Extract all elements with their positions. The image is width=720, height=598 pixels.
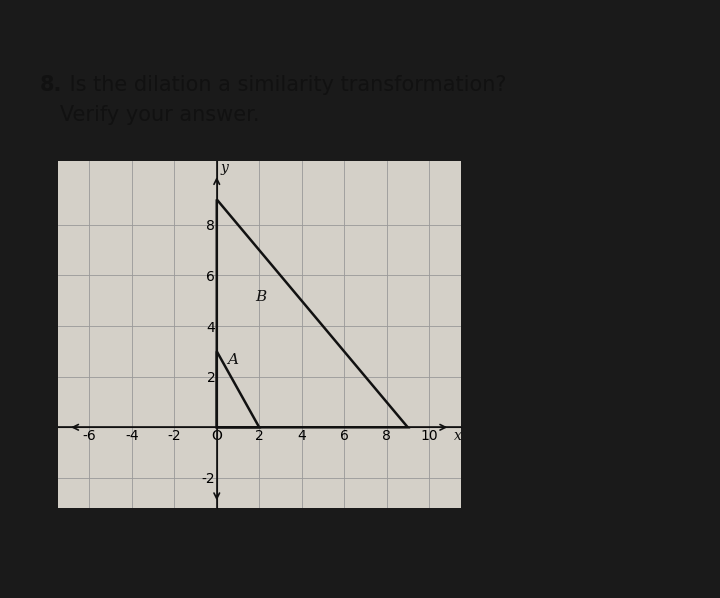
Text: x: x [454,429,462,443]
Text: B: B [255,289,266,304]
Text: y: y [221,161,229,175]
Text: Verify your answer.: Verify your answer. [40,105,259,124]
Text: 8.: 8. [40,75,62,94]
Text: A: A [228,353,238,367]
Text: Is the dilation a similarity transformation?: Is the dilation a similarity transformat… [63,75,506,94]
